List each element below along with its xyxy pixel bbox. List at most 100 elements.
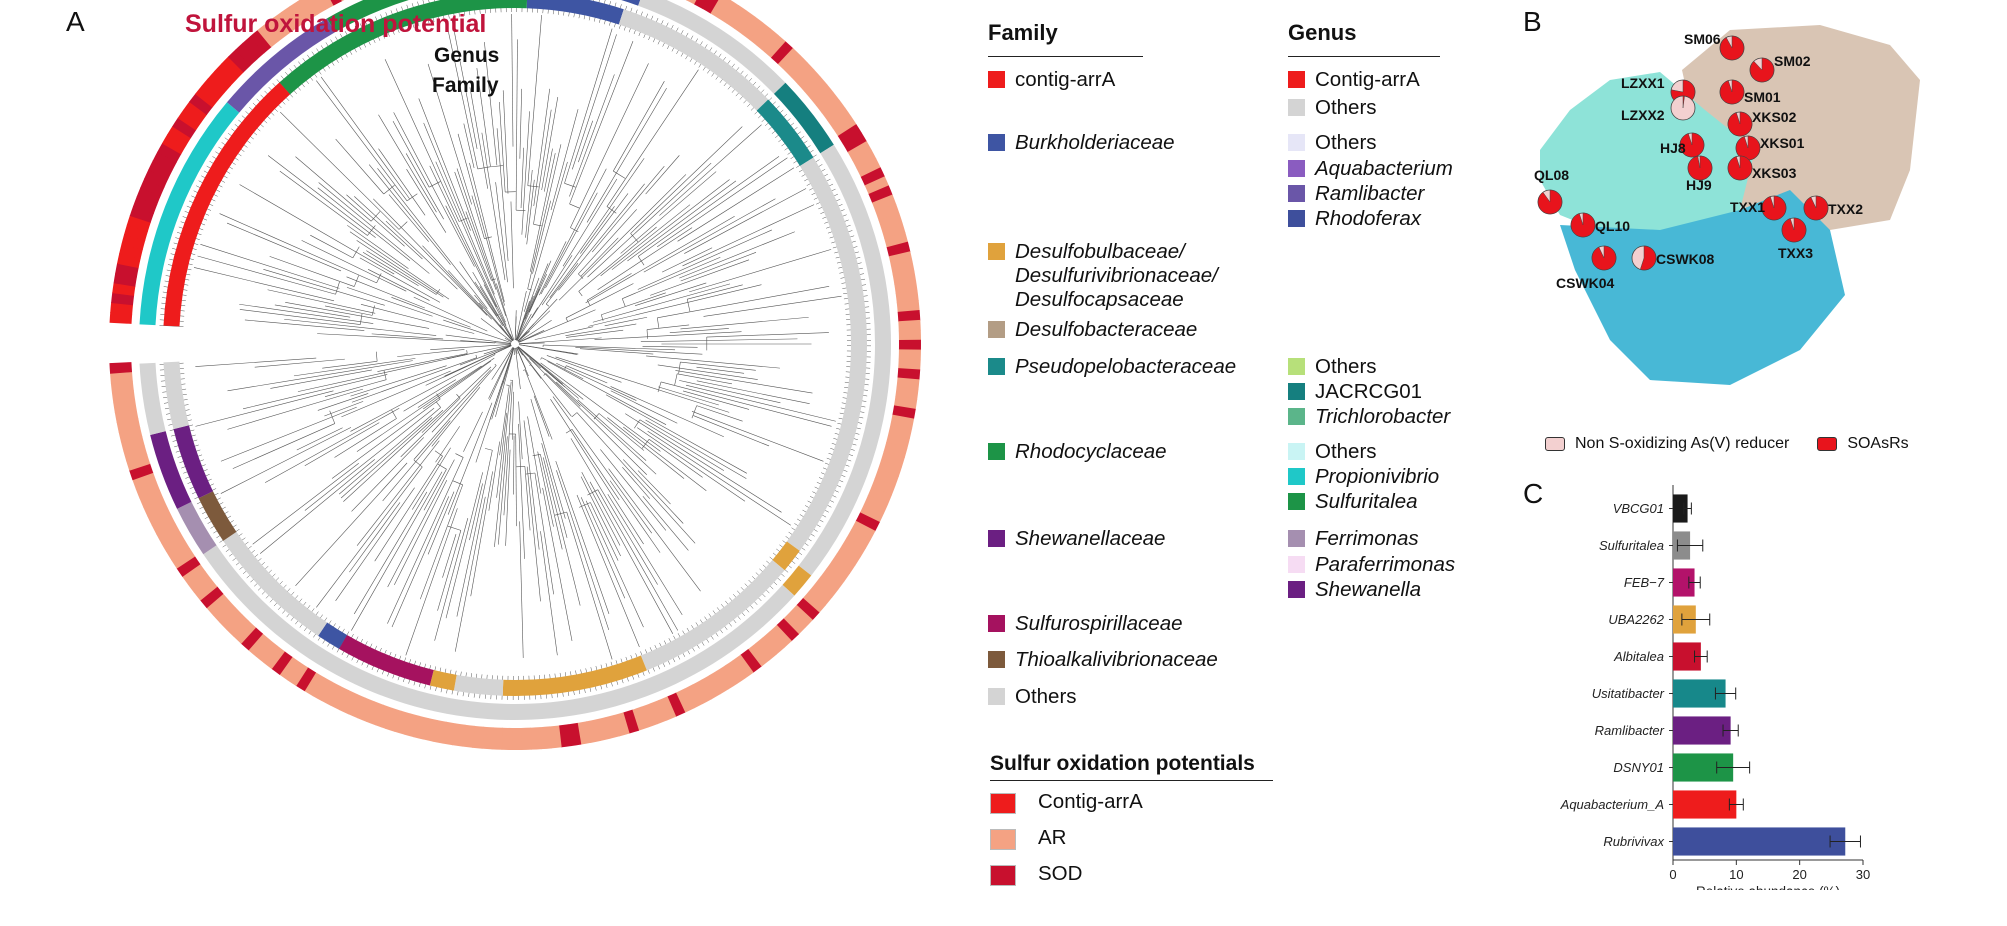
tree-branch <box>356 440 440 546</box>
site-pie-txx2: TXX2 <box>1803 195 1863 221</box>
genus-legend-label: Sulfuritalea <box>1315 490 1418 513</box>
tree-branch <box>693 415 770 447</box>
tree-branch <box>476 68 491 167</box>
tree-branch <box>502 90 509 194</box>
tree-branch <box>555 460 610 614</box>
tree-branch <box>550 109 579 211</box>
tree-branch <box>356 240 444 298</box>
tree-branch <box>637 470 671 505</box>
pie-soasr-slice <box>1591 245 1617 271</box>
tree-branch <box>523 369 526 371</box>
sulfur-ring-segment <box>119 243 143 259</box>
tree-branch <box>527 15 542 186</box>
tree-branch <box>463 411 483 452</box>
tree-branch <box>580 497 626 599</box>
tree-branch <box>368 164 451 265</box>
tree-branch <box>607 417 685 479</box>
tree-branch <box>316 80 408 202</box>
genus-legend-label: Rhodoferax <box>1315 207 1421 230</box>
family-legend-item: Shewanellaceae <box>988 527 1165 551</box>
family-ring-segment <box>502 655 647 697</box>
sulfur-ring-segment <box>280 6 302 31</box>
sulfur-ring-segment <box>111 390 136 404</box>
sulfur-ring-segment <box>143 498 168 517</box>
sulfur-ring-segment <box>769 624 792 649</box>
tree-branch <box>412 447 451 510</box>
pie-soasr-slice <box>1537 189 1563 215</box>
tree-branch <box>454 171 497 290</box>
category-label: VBCG01 <box>1613 501 1664 516</box>
sulfur-ring-segment <box>287 661 309 687</box>
tree-branch <box>447 402 493 515</box>
genus-legend-label: Others <box>1315 96 1377 119</box>
family-ring-segment <box>429 670 457 691</box>
tree-branch <box>520 147 525 209</box>
tree-branch <box>611 179 730 270</box>
genus-legend-swatch <box>1288 134 1305 151</box>
tree-branch <box>680 361 756 371</box>
sulfur-ring-segment <box>187 571 212 593</box>
tree-branch <box>647 430 791 526</box>
tree-branch <box>546 355 622 383</box>
sulfur-ring-segment <box>321 681 341 706</box>
pie-soasr-slice <box>1761 195 1787 221</box>
sulfur-ring-segment <box>842 132 867 153</box>
sulfur-ring-segment <box>279 656 301 681</box>
tree-branch <box>472 271 514 341</box>
tree-branch <box>689 249 832 293</box>
tree-branch <box>518 337 602 345</box>
sulfur-ring-segment <box>749 22 772 46</box>
sulfur-ring-segment <box>263 645 285 670</box>
site-pie-txx1: TXX1 <box>1730 195 1787 221</box>
sulfur-legend-label: AR <box>1038 826 1067 849</box>
tree-branch <box>341 370 451 418</box>
tree-branch <box>349 231 450 300</box>
tree-branch <box>571 429 620 501</box>
sulfur-ring-segment <box>776 618 800 642</box>
family-legend-swatch <box>988 651 1005 668</box>
tree-branch <box>516 347 529 377</box>
tree-branch <box>523 420 540 550</box>
sulfur-ring-segment <box>859 503 885 523</box>
bar <box>1673 827 1846 856</box>
tree-branch <box>613 81 665 172</box>
tree-branch <box>474 281 497 316</box>
sulfur-ring-segment <box>890 260 915 276</box>
genus-legend-swatch <box>1288 71 1305 88</box>
sulfur-ring-segment <box>338 690 358 715</box>
tree-branch <box>586 300 591 306</box>
family-legend-item: Desulfobacteraceae <box>988 318 1197 342</box>
family-legend-item: Pseudopelobacteraceae <box>988 355 1236 379</box>
sulfur-ring-segment <box>740 649 762 673</box>
tree-branch <box>239 184 395 275</box>
tree-branch <box>679 380 781 404</box>
tree-branch <box>592 283 731 323</box>
tree-branch <box>374 455 443 562</box>
sulfur-ring-segment <box>312 676 333 702</box>
sulfur-ring-segment <box>874 469 899 487</box>
sulfur-ring-segment <box>747 643 770 667</box>
tree-branch <box>517 347 523 356</box>
sulfur-ring-segment <box>808 583 833 606</box>
sulfur-ring-segment <box>791 61 815 85</box>
sulfur-ring-segment <box>831 553 856 574</box>
sulfur-ring-segment <box>896 300 920 313</box>
tree-branch <box>317 187 411 261</box>
tree-branch <box>448 270 484 309</box>
family-legend-label: Pseudopelobacteraceae <box>1015 355 1237 378</box>
sulfur-ring-segment <box>896 377 920 390</box>
tree-branch <box>518 401 523 460</box>
bar <box>1673 790 1737 819</box>
site-pie-hj9: HJ9 <box>1686 155 1713 193</box>
pie-soasr-slice <box>1727 111 1753 137</box>
tree-branch <box>531 255 573 319</box>
sulfur-ring-segment <box>863 495 889 514</box>
genus-legend-swatch <box>1288 468 1305 485</box>
tree-branch <box>284 318 437 336</box>
sulfur-legend-item: Contig-arrA <box>990 790 1143 814</box>
tree-branch <box>543 148 553 192</box>
tree-branch <box>511 14 514 147</box>
pie-soasr-slice <box>1749 57 1775 83</box>
tree-branch <box>267 289 376 314</box>
sulfur-ring-segment <box>718 0 740 24</box>
